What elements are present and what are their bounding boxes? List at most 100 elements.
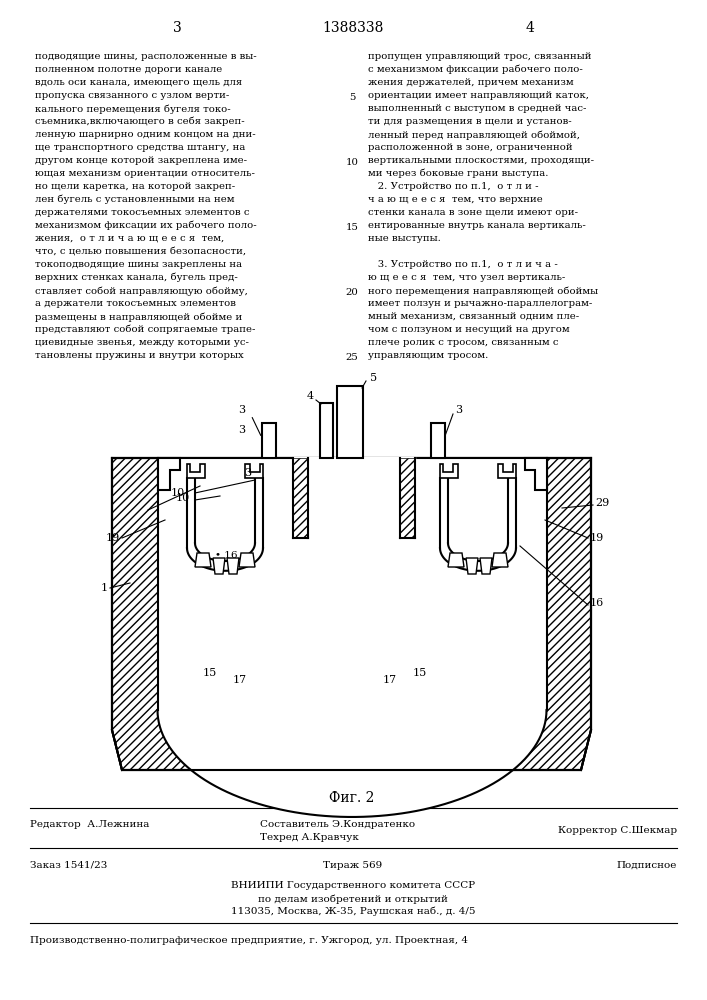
Text: с механизмом фиксации рабочего поло-: с механизмом фиксации рабочего поло- [368, 65, 583, 75]
Polygon shape [195, 478, 255, 561]
Text: 19: 19 [106, 533, 120, 543]
Text: лен бугель с установленными на нем: лен бугель с установленными на нем [35, 195, 235, 205]
Text: Редактор  А.Лежнина: Редактор А.Лежнина [30, 820, 149, 829]
Text: 3: 3 [238, 425, 245, 435]
Polygon shape [158, 458, 180, 490]
Text: 2. Устройство по п.1,  о т л и -: 2. Устройство по п.1, о т л и - [368, 182, 539, 191]
Polygon shape [431, 423, 445, 458]
Text: 10: 10 [346, 158, 358, 167]
Text: 3. Устройство по п.1,  о т л и ч а -: 3. Устройство по п.1, о т л и ч а - [368, 260, 558, 269]
Polygon shape [525, 458, 547, 490]
Polygon shape [448, 553, 464, 567]
Text: • 16: • 16 [215, 552, 238, 560]
Text: расположенной в зоне, ограниченной: расположенной в зоне, ограниченной [368, 143, 573, 152]
Text: механизмом фиксации их рабочего поло-: механизмом фиксации их рабочего поло- [35, 221, 257, 231]
Text: 113035, Москва, Ж-35, Раушская наб., д. 4/5: 113035, Москва, Ж-35, Раушская наб., д. … [230, 907, 475, 916]
Text: Фиг. 2: Фиг. 2 [329, 791, 375, 805]
Polygon shape [466, 558, 478, 574]
Text: полненном полотне дороги канале: полненном полотне дороги канале [35, 65, 222, 74]
Text: Техред А.Кравчук: Техред А.Кравчук [260, 833, 359, 842]
Polygon shape [492, 553, 508, 567]
Polygon shape [498, 464, 516, 478]
Text: 3: 3 [455, 405, 462, 415]
Polygon shape [158, 458, 547, 817]
Text: ные выступы.: ные выступы. [368, 234, 441, 243]
Text: держателями токосъемных элементов с: держателями токосъемных элементов с [35, 208, 250, 217]
Text: ч а ю щ е е с я  тем, что верхние: ч а ю щ е е с я тем, что верхние [368, 195, 543, 204]
Text: токоподводящие шины закреплены на: токоподводящие шины закреплены на [35, 260, 242, 269]
Text: 1388338: 1388338 [322, 21, 384, 35]
Text: пропуска связанного с узлом верти-: пропуска связанного с узлом верти- [35, 91, 229, 100]
Text: чом с ползуном и несущий на другом: чом с ползуном и несущий на другом [368, 325, 570, 334]
Polygon shape [480, 558, 492, 574]
Text: 10: 10 [176, 493, 190, 503]
Text: съемника,включающего в себя закреп-: съемника,включающего в себя закреп- [35, 117, 245, 126]
Text: ного перемещения направляющей обоймы: ного перемещения направляющей обоймы [368, 286, 598, 296]
Text: стенки канала в зоне щели имеют ори-: стенки канала в зоне щели имеют ори- [368, 208, 578, 217]
Text: выполненный с выступом в средней час-: выполненный с выступом в средней час- [368, 104, 586, 113]
Text: ентированные внутрь канала вертикаль-: ентированные внутрь канала вертикаль- [368, 221, 586, 230]
Text: ленный перед направляющей обоймой,: ленный перед направляющей обоймой, [368, 130, 580, 139]
Text: тановлены пружины и внутри которых: тановлены пружины и внутри которых [35, 351, 244, 360]
Text: верхних стенках канала, бугель пред-: верхних стенках канала, бугель пред- [35, 273, 238, 282]
Text: ВНИИПИ Государственного комитета СССР: ВНИИПИ Государственного комитета СССР [231, 881, 475, 890]
Text: по делам изобретений и открытий: по делам изобретений и открытий [258, 894, 448, 904]
Text: Корректор С.Шекмар: Корректор С.Шекмар [558, 826, 677, 835]
Text: жения,  о т л и ч а ю щ е е с я  тем,: жения, о т л и ч а ю щ е е с я тем, [35, 234, 224, 243]
Text: Составитель Э.Кондратенко: Составитель Э.Кондратенко [260, 820, 415, 829]
Polygon shape [158, 458, 547, 817]
Text: 3: 3 [238, 405, 245, 415]
Text: 15: 15 [413, 668, 427, 678]
Polygon shape [245, 464, 263, 478]
Text: ти для размещения в щели и установ-: ти для размещения в щели и установ- [368, 117, 572, 126]
Text: 3: 3 [173, 21, 182, 35]
Text: ю щ е е с я  тем, что узел вертикаль-: ю щ е е с я тем, что узел вертикаль- [368, 273, 566, 282]
Text: 3: 3 [245, 468, 252, 478]
Text: представляют собой сопрягаемые трапе-: представляют собой сопрягаемые трапе- [35, 325, 255, 334]
Text: кального перемещения бугеля токо-: кального перемещения бугеля токо- [35, 104, 230, 113]
Text: 17: 17 [383, 675, 397, 685]
Text: 5: 5 [370, 373, 377, 383]
Text: ориентации имеет направляющий каток,: ориентации имеет направляющий каток, [368, 91, 589, 100]
Text: управляющим тросом.: управляющим тросом. [368, 351, 489, 360]
Polygon shape [227, 558, 239, 574]
Text: 4: 4 [525, 21, 534, 35]
Polygon shape [440, 464, 458, 478]
Text: ленную шарнирно одним концом на дни-: ленную шарнирно одним концом на дни- [35, 130, 256, 139]
Text: ще транспортного средства штангу, на: ще транспортного средства штангу, на [35, 143, 245, 152]
Polygon shape [112, 458, 591, 770]
Polygon shape [213, 558, 225, 574]
Text: а держатели токосъемных элементов: а держатели токосъемных элементов [35, 299, 236, 308]
Text: 20: 20 [346, 288, 358, 297]
Text: мный механизм, связанный одним пле-: мный механизм, связанный одним пле- [368, 312, 579, 321]
Text: ставляет собой направляющую обойму,: ставляет собой направляющую обойму, [35, 286, 248, 296]
Text: 19: 19 [590, 533, 604, 543]
Text: жения держателей, причем механизм: жения держателей, причем механизм [368, 78, 573, 87]
Polygon shape [262, 423, 276, 458]
Text: вертикальными плоскостями, проходящи-: вертикальными плоскостями, проходящи- [368, 156, 594, 165]
Text: ми через боковые грани выступа.: ми через боковые грани выступа. [368, 169, 549, 178]
Text: 16: 16 [590, 598, 604, 608]
Text: 29: 29 [595, 498, 609, 508]
Text: что, с целью повышения безопасности,: что, с целью повышения безопасности, [35, 247, 246, 256]
Text: Подписное: Подписное [617, 861, 677, 870]
Text: плече ролик с тросом, связанным с: плече ролик с тросом, связанным с [368, 338, 559, 347]
Text: 10: 10 [171, 488, 185, 498]
Text: циевидные звенья, между которыми ус-: циевидные звенья, между которыми ус- [35, 338, 249, 347]
Text: 15: 15 [346, 223, 358, 232]
Polygon shape [320, 403, 333, 458]
Text: другом конце которой закреплена име-: другом конце которой закреплена име- [35, 156, 247, 165]
Text: подводящие шины, расположенные в вы-: подводящие шины, расположенные в вы- [35, 52, 257, 61]
Text: вдоль оси канала, имеющего щель для: вдоль оси канала, имеющего щель для [35, 78, 242, 87]
Text: ющая механизм ориентации относитель-: ющая механизм ориентации относитель- [35, 169, 255, 178]
Text: 25: 25 [346, 353, 358, 362]
Text: 15: 15 [203, 668, 217, 678]
Text: пропущен управляющий трос, связанный: пропущен управляющий трос, связанный [368, 52, 592, 61]
Text: 5: 5 [349, 93, 355, 102]
Polygon shape [337, 386, 363, 458]
Text: Тираж 569: Тираж 569 [323, 861, 382, 870]
Polygon shape [239, 553, 255, 567]
Text: 4: 4 [307, 391, 314, 401]
Text: имеет ползун и рычажно-параллелограм-: имеет ползун и рычажно-параллелограм- [368, 299, 592, 308]
Polygon shape [187, 464, 205, 478]
